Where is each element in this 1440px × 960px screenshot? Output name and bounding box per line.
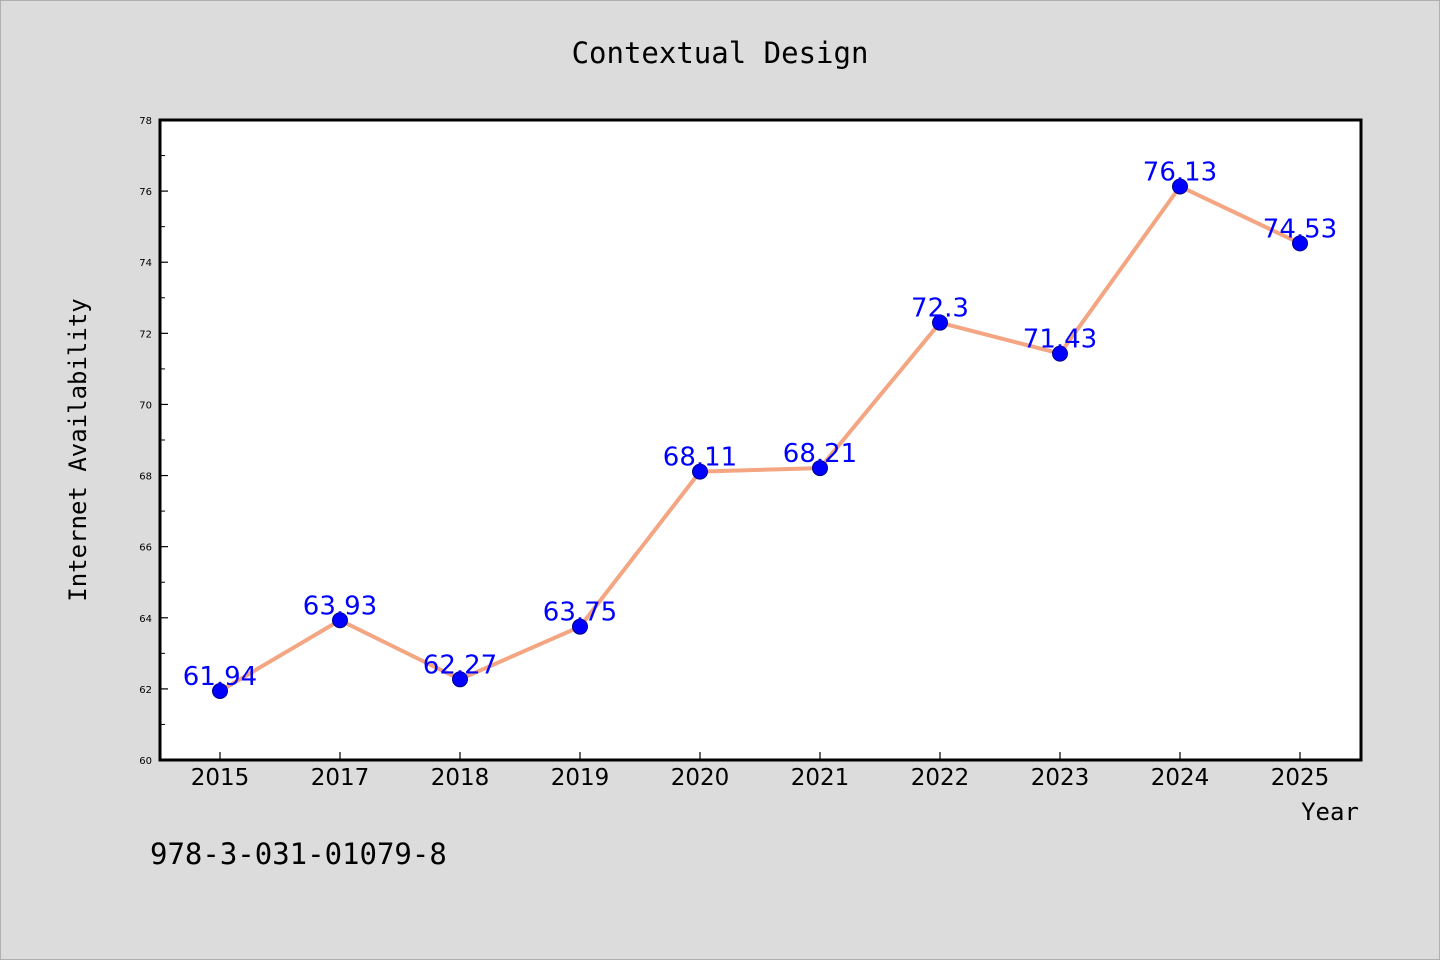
x-tick-label: 2018 [431, 765, 490, 791]
y-tick-label: 70 [139, 400, 152, 411]
data-point-marker [332, 612, 348, 629]
data-label: 71.43 [1023, 325, 1097, 355]
plot-area [160, 120, 1361, 760]
data-label: 62.27 [423, 650, 497, 680]
data-point-marker [1052, 345, 1068, 362]
data-label: 61.94 [183, 662, 257, 692]
x-tick-label: 2020 [671, 765, 730, 791]
data-label: 68.11 [663, 443, 737, 473]
x-axis-ticks: 2015 2017 2018 2019 2020 2021 2022 2023 2024 2025 [191, 752, 1330, 791]
data-label: 63.75 [543, 598, 617, 628]
x-tick-label: 2023 [1031, 765, 1090, 791]
data-point-marker [1292, 235, 1308, 252]
data-markers [212, 178, 1308, 700]
y-axis-label: Internet Availability [64, 298, 92, 601]
x-axis-label: Year [1301, 798, 1359, 826]
data-point-marker [452, 671, 468, 688]
x-tick-label: 2025 [1271, 765, 1330, 791]
data-label: 63.93 [303, 591, 377, 621]
y-tick-label: 66 [139, 543, 152, 554]
data-point-marker [572, 618, 588, 635]
series-line [218, 184, 1302, 694]
x-tick-label: 2024 [1151, 765, 1210, 791]
plot-frame [158, 118, 1363, 762]
data-label: 76.13 [1143, 157, 1217, 187]
y-tick-label: 62 [139, 685, 152, 696]
x-tick-label: 2019 [551, 765, 610, 791]
data-labels: 61.94 63.93 62.27 63.75 68.11 68.21 72.3 71.43 7… [183, 157, 1337, 692]
y-tick-label: 74 [139, 258, 152, 269]
data-point-marker [1172, 178, 1188, 195]
data-label: 68.21 [783, 439, 857, 469]
y-tick-label: 64 [139, 614, 152, 625]
y-tick-label: 76 [139, 187, 152, 198]
data-point-marker [212, 683, 228, 700]
y-tick-label: 68 [139, 472, 152, 483]
y-tick-label: 60 [139, 756, 152, 767]
x-tick-label: 2017 [311, 765, 370, 791]
x-tick-label: 2022 [911, 765, 970, 791]
y-tick-label: 72 [139, 329, 152, 340]
y-tick-label: 78 [139, 116, 152, 127]
x-tick-label: 2015 [191, 765, 250, 791]
x-tick-label: 2021 [791, 765, 850, 791]
data-point-marker [932, 314, 948, 331]
data-point-marker [812, 460, 828, 477]
data-label: 72.3 [911, 294, 969, 324]
chart-title: Contextual Design [572, 36, 869, 70]
data-label: 74.53 [1263, 214, 1337, 244]
data-point-marker [692, 463, 708, 480]
footnote-isbn: 978-3-031-01079-8 [150, 837, 447, 871]
